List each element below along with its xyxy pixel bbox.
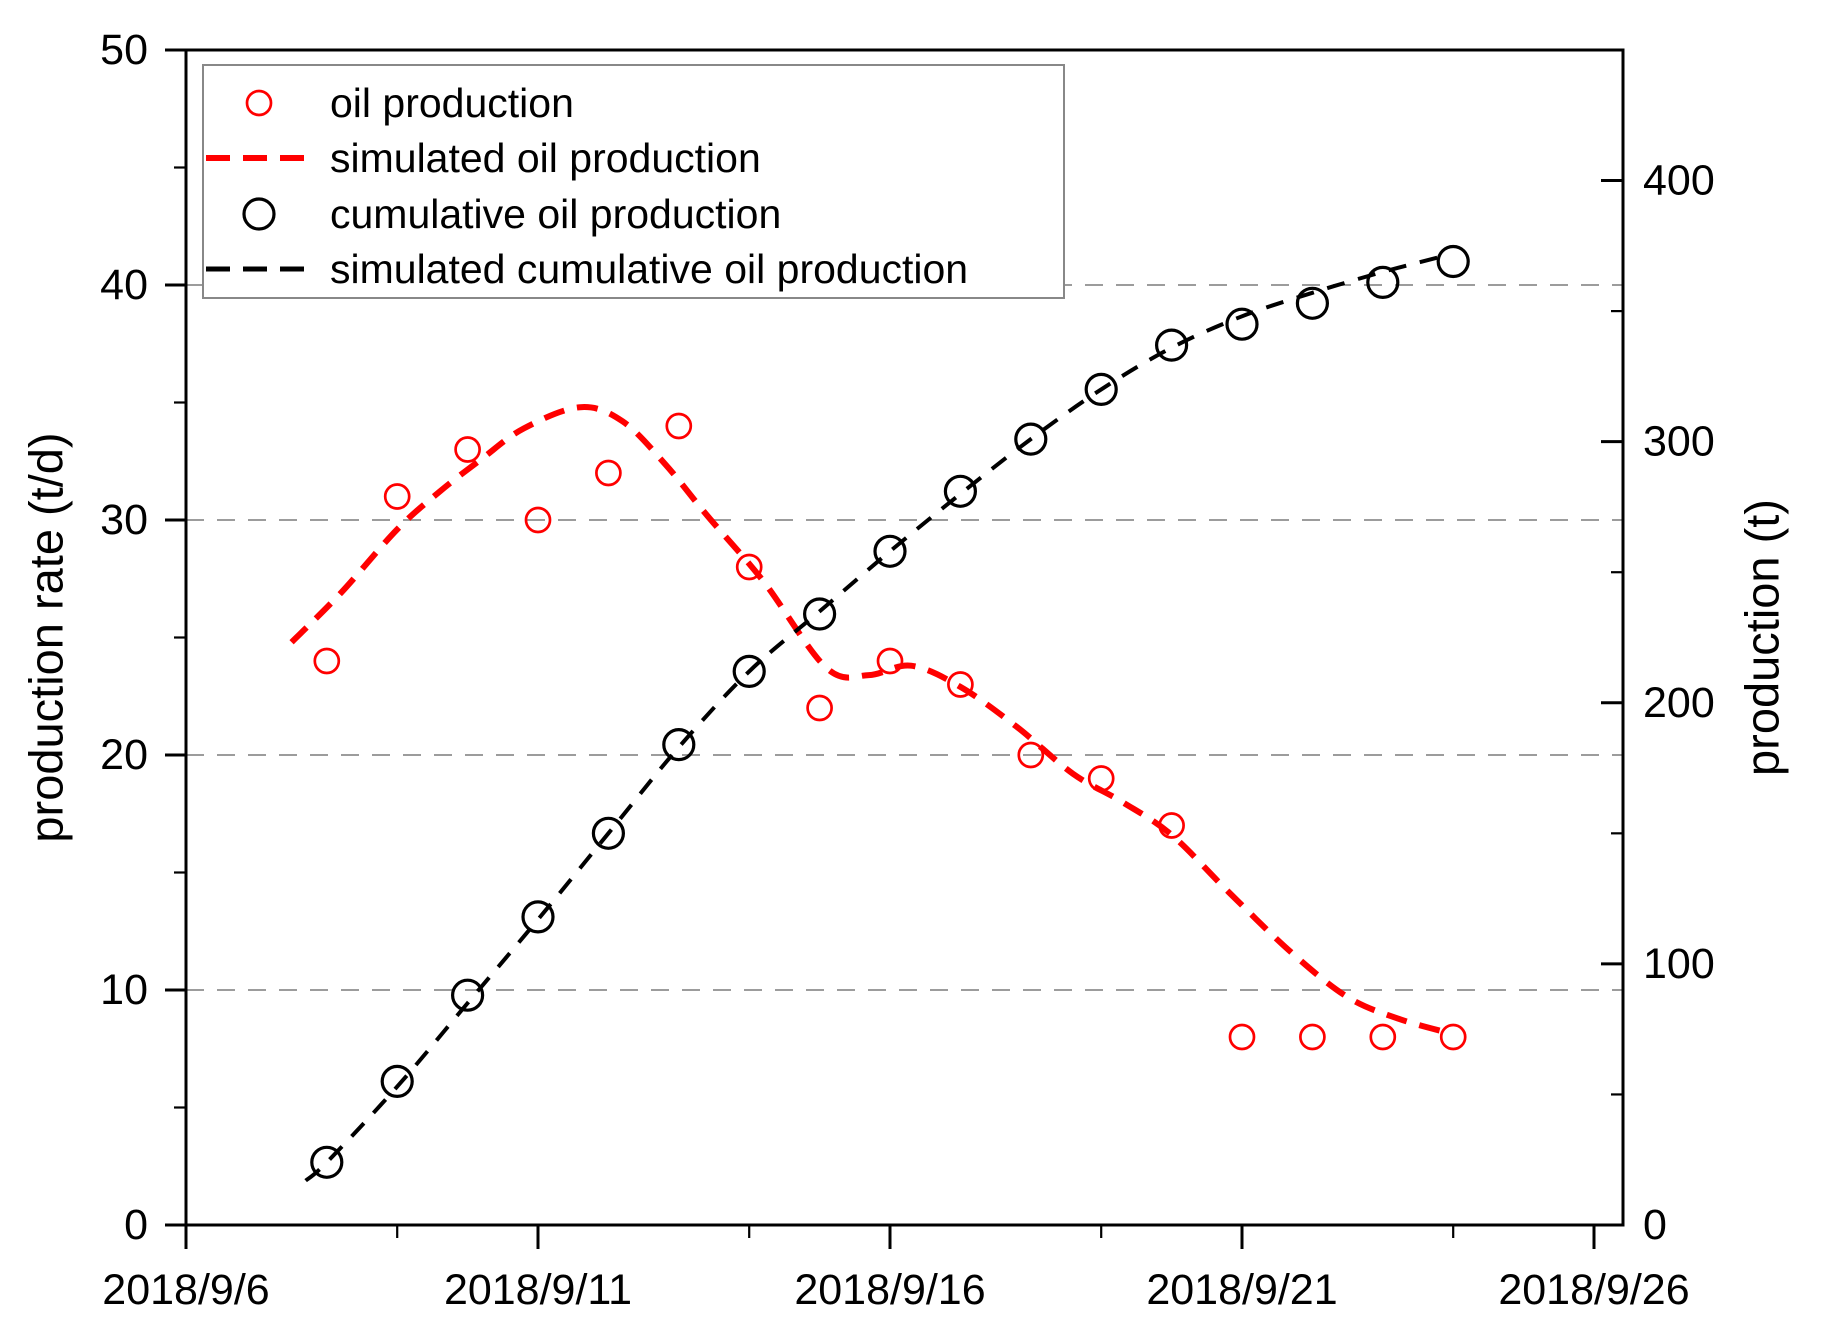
y-right-tick-label: 0 (1643, 1201, 1667, 1249)
y-left-tick-label: 10 (100, 966, 148, 1014)
axis-ticks (165, 48, 1623, 1249)
data-point (943, 474, 978, 508)
legend-label: simulated oil production (330, 135, 761, 181)
series-points-oil-production (313, 412, 1467, 1051)
legend: oil production simulated oil production cu… (202, 64, 1065, 299)
data-point (451, 978, 485, 1012)
data-point (383, 483, 411, 510)
legend-label: oil production (330, 80, 574, 126)
y-left-tick-label: 20 (100, 731, 148, 779)
data-point (1017, 741, 1045, 769)
series-points-cumulative-oil-production (310, 244, 1470, 1179)
y-left-axis-title: production rate (t/d) (20, 432, 73, 842)
x-tick-label: 2018/9/16 (794, 1266, 985, 1314)
y-right-tick-label: 400 (1643, 157, 1715, 205)
legend-marker-circle-icon (242, 197, 276, 231)
x-tick-label: 2018/9/11 (444, 1266, 632, 1314)
data-point (1225, 307, 1259, 341)
data-point (1154, 328, 1189, 362)
data-point (662, 727, 696, 762)
legend-box (202, 64, 1065, 299)
legend-marker-circle-icon (245, 89, 273, 117)
data-point (380, 1064, 414, 1099)
data-point (876, 647, 904, 675)
data-point (1295, 286, 1330, 320)
data-point (806, 694, 833, 722)
y-left-tick-label: 50 (100, 26, 148, 74)
y-right-tick-label: 200 (1643, 679, 1715, 727)
data-point (732, 654, 766, 689)
y-right-tick-label: 300 (1643, 418, 1715, 466)
data-point (735, 553, 763, 581)
y-left-tick-label: 30 (100, 496, 148, 544)
data-point (1087, 765, 1115, 792)
series-line-simulated-cumulative-oil-production (304, 254, 1444, 1183)
data-point (665, 412, 693, 440)
y-right-tick-label: 100 (1643, 940, 1715, 988)
data-point (310, 1145, 344, 1179)
data-point (1228, 1023, 1256, 1051)
data-point (1014, 422, 1048, 456)
data-point (1369, 1023, 1397, 1051)
y-left-tick-label: 40 (100, 261, 148, 309)
x-tick-label: 2018/9/26 (1498, 1266, 1689, 1314)
data-point (802, 597, 837, 631)
y-right-axis-title: production (t) (1736, 499, 1789, 776)
y-left-tick-label: 0 (124, 1201, 148, 1249)
data-point (595, 459, 622, 487)
data-point (947, 671, 974, 698)
data-point (313, 647, 341, 675)
data-point (1366, 265, 1400, 299)
data-point (1436, 244, 1470, 279)
data-point (591, 816, 626, 850)
data-point (1084, 372, 1118, 406)
axis-tick-labels: 2018/9/6 2018/9/11 2018/9/16 2018/9/21 2018/… (100, 26, 1715, 1314)
legend-label: cumulative oil production (330, 191, 781, 237)
series-line-simulated-oil-production (289, 404, 1448, 1036)
x-tick-label: 2018/9/6 (102, 1266, 269, 1314)
data-point (1158, 812, 1185, 839)
x-tick-label: 2018/9/21 (1146, 1266, 1337, 1314)
data-point (454, 436, 481, 463)
data-point (1299, 1023, 1326, 1051)
legend-label: simulated cumulative oil production (330, 246, 968, 292)
data-point (521, 900, 555, 934)
data-point (873, 534, 907, 568)
data-point (1439, 1023, 1467, 1051)
data-point (524, 506, 552, 534)
